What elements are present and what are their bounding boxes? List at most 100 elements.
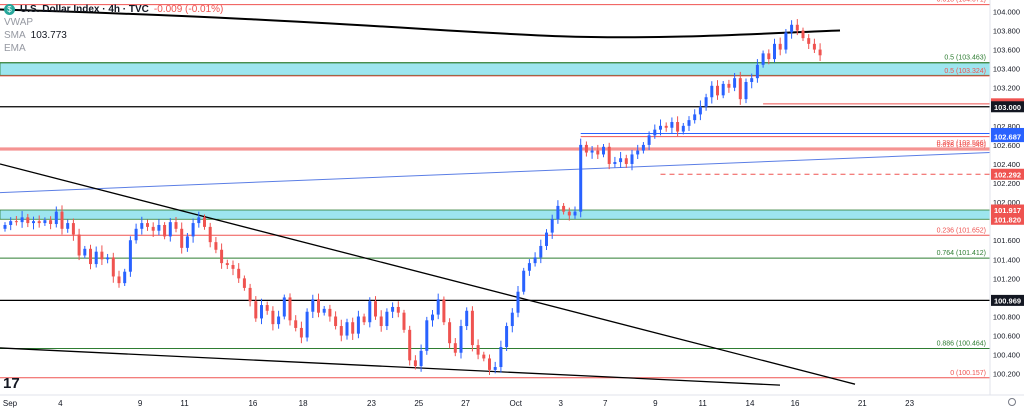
- candle-body: [151, 226, 155, 231]
- candle-body: [602, 146, 605, 155]
- x-tick-label: 27: [461, 399, 470, 408]
- legend-ema[interactable]: EMA: [4, 43, 26, 54]
- candle-body: [596, 150, 600, 155]
- candle-body: [436, 299, 440, 315]
- candle-body: [203, 217, 206, 227]
- x-tick-label: 14: [746, 399, 755, 408]
- sma-value: 103.773: [30, 30, 67, 41]
- candle-body: [225, 263, 229, 266]
- candle-body: [322, 308, 326, 313]
- legend-title-row: $ U.S. Dollar Index · 4h · TVC -0.009 (-…: [4, 3, 223, 16]
- candle-body: [493, 367, 497, 370]
- y-tick-label: 100.800: [993, 313, 1020, 322]
- candle-body: [499, 347, 503, 368]
- candle-body: [425, 320, 429, 351]
- time-axis: [0, 395, 1024, 410]
- fib-level-label: 0 (100.157): [950, 370, 986, 377]
- candle-body: [317, 299, 320, 313]
- candle-body: [282, 297, 286, 317]
- candle-body: [795, 24, 799, 31]
- x-tick-label: 7: [603, 399, 608, 408]
- candle-body: [550, 219, 554, 233]
- candle-body: [214, 242, 218, 250]
- y-tick-label: 103.800: [993, 27, 1020, 36]
- y-tick-label: 101.600: [993, 236, 1020, 245]
- candle-body: [356, 316, 360, 334]
- candle-body: [197, 217, 201, 224]
- candle-body: [539, 245, 543, 258]
- y-tick-label: 103.200: [993, 84, 1020, 93]
- candle-body: [664, 125, 668, 128]
- fib-level-label: 0.236 (101.652): [937, 227, 986, 234]
- candle-body: [385, 311, 389, 327]
- fib-level-label: 0.5 (103.463): [944, 55, 986, 62]
- candle-body: [755, 64, 759, 79]
- candle-body: [476, 345, 480, 355]
- candle-body: [60, 211, 64, 229]
- candle-body: [254, 301, 258, 319]
- candle-body: [391, 306, 395, 312]
- candle-body: [790, 24, 794, 33]
- x-tick-label: 11: [180, 399, 189, 408]
- candle-body: [49, 220, 53, 225]
- candle-body: [396, 306, 400, 313]
- candle-body: [505, 326, 509, 348]
- candle-body: [567, 211, 571, 216]
- candle-body: [482, 354, 486, 359]
- x-tick-label: 9: [653, 399, 658, 408]
- candle-body: [311, 299, 315, 312]
- candle-body: [636, 150, 640, 155]
- price-badge: [991, 213, 1024, 225]
- candle-body: [106, 257, 110, 260]
- candle-body: [659, 125, 662, 130]
- candle-body: [89, 248, 92, 265]
- y-tick-label: 101.200: [993, 274, 1020, 283]
- symbol-title: U.S. Dollar Index · 4h · TVC: [20, 4, 149, 15]
- candle-body: [14, 221, 18, 223]
- candle-body: [128, 240, 132, 272]
- sma-line: [0, 8, 841, 39]
- candle-body: [533, 257, 537, 264]
- candle-body: [408, 329, 412, 361]
- candle-body: [379, 316, 383, 327]
- y-tick-label: 102.000: [993, 198, 1020, 207]
- candle-body: [641, 144, 645, 151]
- candle-body: [260, 305, 263, 319]
- candle-body: [168, 222, 172, 237]
- candle-body: [527, 263, 531, 271]
- legend-sma[interactable]: SMA 103.773: [4, 30, 67, 41]
- candle-body: [140, 223, 144, 229]
- candle-body: [807, 38, 811, 44]
- candle-body: [362, 316, 366, 323]
- candle-body: [607, 146, 611, 164]
- candle-body: [721, 83, 725, 96]
- x-tick-label: 9: [138, 399, 143, 408]
- candle-body: [146, 223, 149, 227]
- candle-body: [83, 248, 87, 256]
- candle-body: [522, 270, 526, 292]
- candle-body: [334, 316, 338, 327]
- legend-vwap[interactable]: VWAP: [4, 17, 34, 28]
- candle-body: [220, 249, 224, 264]
- candle-body: [157, 224, 161, 231]
- candle-body: [801, 30, 805, 39]
- candle-body: [704, 97, 708, 107]
- candle-body: [448, 322, 452, 344]
- candle-body: [242, 278, 246, 288]
- candle-body: [100, 251, 104, 260]
- y-tick-label: 102.200: [993, 179, 1020, 188]
- candle-body: [368, 301, 372, 323]
- y-tick-label: 103.600: [993, 46, 1020, 55]
- price-change: -0.009 (-0.01%): [153, 4, 224, 15]
- price-badge: [991, 131, 1024, 143]
- tradingview-logo: 17: [3, 375, 20, 392]
- fib-level-label: 0.618 (102.548): [937, 142, 986, 149]
- support-zone: [0, 209, 991, 220]
- candle-body: [77, 234, 81, 256]
- x-tick-label: 4: [58, 399, 63, 408]
- candle-body: [185, 236, 189, 248]
- support-zone: [0, 62, 991, 76]
- price-badge-label: 102.687: [994, 133, 1021, 142]
